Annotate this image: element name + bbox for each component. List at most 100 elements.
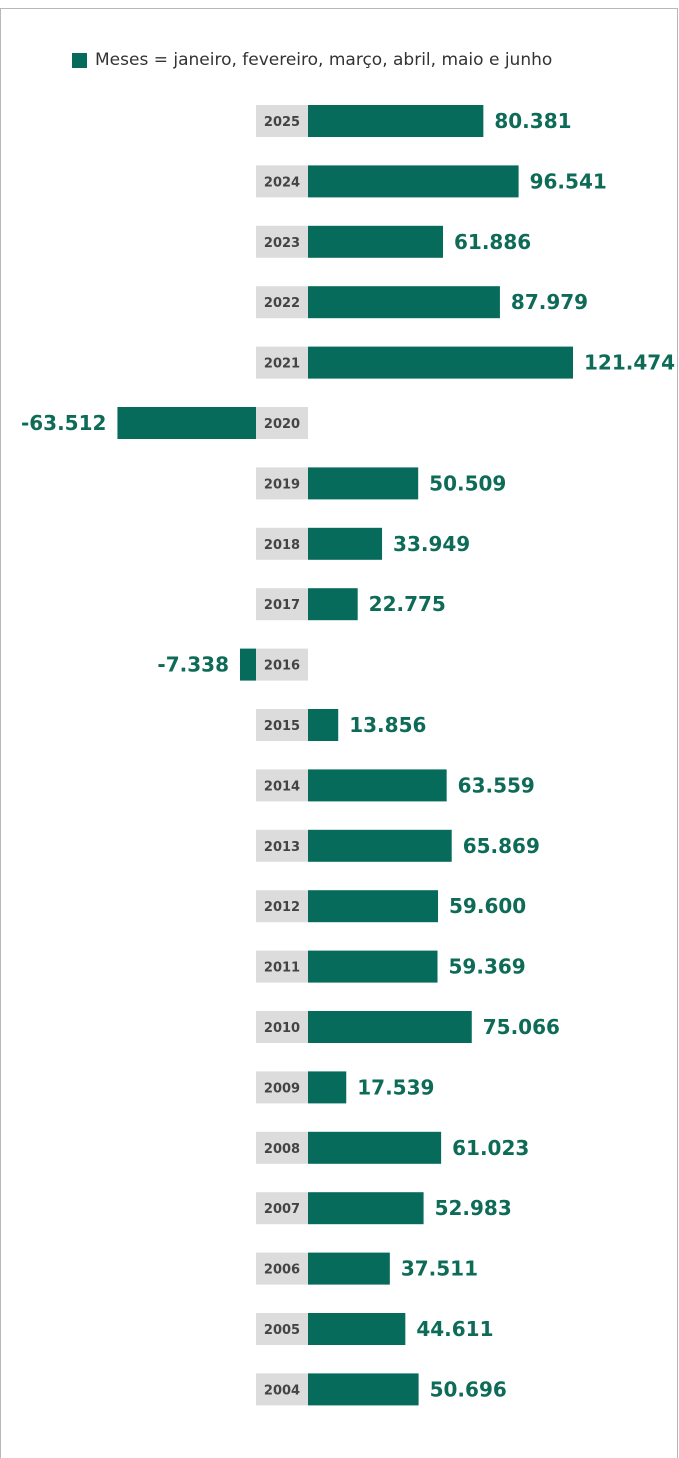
year-label: 2022 [264,296,300,311]
year-label-box [256,1192,308,1225]
bar [308,829,452,862]
year-label: 2012 [264,900,300,915]
bar [308,286,500,319]
year-label: 2011 [264,961,300,976]
data-label: 59.369 [449,955,526,979]
year-label-box [256,527,308,560]
year-label-box [256,105,308,137]
year-label: 2019 [264,477,300,492]
bar-row: 2019 50.509 [256,467,506,500]
bar-row: 2013 65.869 [256,829,540,862]
year-label-box [256,829,308,862]
year-label: 2009 [264,1081,300,1096]
bar [308,1192,424,1225]
year-label: 2015 [264,719,300,734]
year-label-box [256,407,308,439]
data-label: 17.539 [357,1075,434,1099]
year-label: 2005 [264,1323,300,1338]
year-label: 2006 [264,1263,300,1278]
year-label: 2023 [264,236,300,251]
year-label: 2004 [264,1383,300,1398]
bar [308,950,438,983]
bar-row: 2004 50.696 [256,1373,507,1406]
bar [308,1373,419,1406]
bar [308,1313,406,1345]
bar-row: 2015 13.856 [256,709,426,741]
year-label: 2010 [264,1021,300,1036]
year-label: 2018 [264,538,300,553]
data-label: 121.474 [584,351,675,375]
data-label: 22.775 [369,592,446,616]
legend: Meses = janeiro, fevereiro, março, abril… [72,50,552,70]
bar-row: 2012 59.600 [256,890,526,923]
year-label-box [256,588,308,621]
year-label-box [256,1011,308,1043]
bar [308,527,383,560]
bar-row: 2020 -63.512 [21,407,308,439]
data-label: 44.611 [416,1317,493,1341]
year-label: 2013 [264,840,300,855]
year-label-box [256,890,308,923]
year-label-box [256,1252,308,1285]
year-label: 2007 [264,1202,300,1217]
bar [308,769,447,802]
legend-swatch [72,52,87,68]
data-label: 87.979 [511,290,588,314]
year-label-box [256,950,308,983]
bar [308,105,484,137]
bar [308,709,339,741]
year-label-box [256,709,308,741]
data-label: 33.949 [393,532,470,556]
data-label: 13.856 [349,713,426,737]
year-label-box [256,346,308,379]
year-label: 2025 [264,115,300,130]
bar-row: 2010 75.066 [256,1011,560,1043]
data-label: 52.983 [435,1196,512,1220]
data-label: 37.511 [401,1257,478,1281]
data-label: 65.869 [463,834,540,858]
year-label-box [256,1131,308,1164]
data-label: 75.066 [483,1015,560,1039]
chart-frame [0,8,678,1458]
year-label-box [256,769,308,802]
year-label: 2014 [264,779,300,794]
year-label-box [256,648,308,681]
data-label: 63.559 [458,773,535,797]
bar-row: 2025 80.381 [256,105,572,137]
data-label: 61.886 [454,230,531,254]
bar-row: 2021 121.474 [256,346,675,379]
year-label-box [256,165,308,198]
bar [308,165,519,198]
bar-row: 2014 63.559 [256,769,535,802]
bar-row: 2024 96.541 [256,165,607,198]
bar-row: 2018 33.949 [256,527,470,560]
year-label-box [256,467,308,500]
year-label-box [256,225,308,258]
year-label: 2017 [264,598,300,613]
bar-row: 2016 -7.338 [157,648,308,681]
year-label-box [256,1313,308,1345]
bar [308,225,444,258]
bar-row: 2022 87.979 [256,286,588,319]
bar [308,1252,390,1285]
bar [308,1011,472,1043]
bar-row: 2009 17.539 [256,1071,434,1104]
year-label: 2020 [264,417,300,432]
bar [117,407,257,439]
year-label: 2024 [264,175,300,190]
data-label: 61.023 [452,1136,529,1160]
legend-label: Meses = janeiro, fevereiro, março, abril… [95,50,553,70]
bar [308,890,439,923]
year-label-box [256,1071,308,1104]
data-label: 80.381 [494,109,571,133]
bar [308,346,573,379]
bar-row: 2011 59.369 [256,950,526,983]
data-label: -63.512 [21,411,106,435]
year-label: 2021 [264,357,300,372]
year-label-box [256,286,308,319]
year-label-box [256,1373,308,1406]
bar-row: 2006 37.511 [256,1252,478,1285]
data-label: 50.696 [430,1377,507,1401]
bar [308,467,419,500]
year-label: 2008 [264,1142,300,1157]
